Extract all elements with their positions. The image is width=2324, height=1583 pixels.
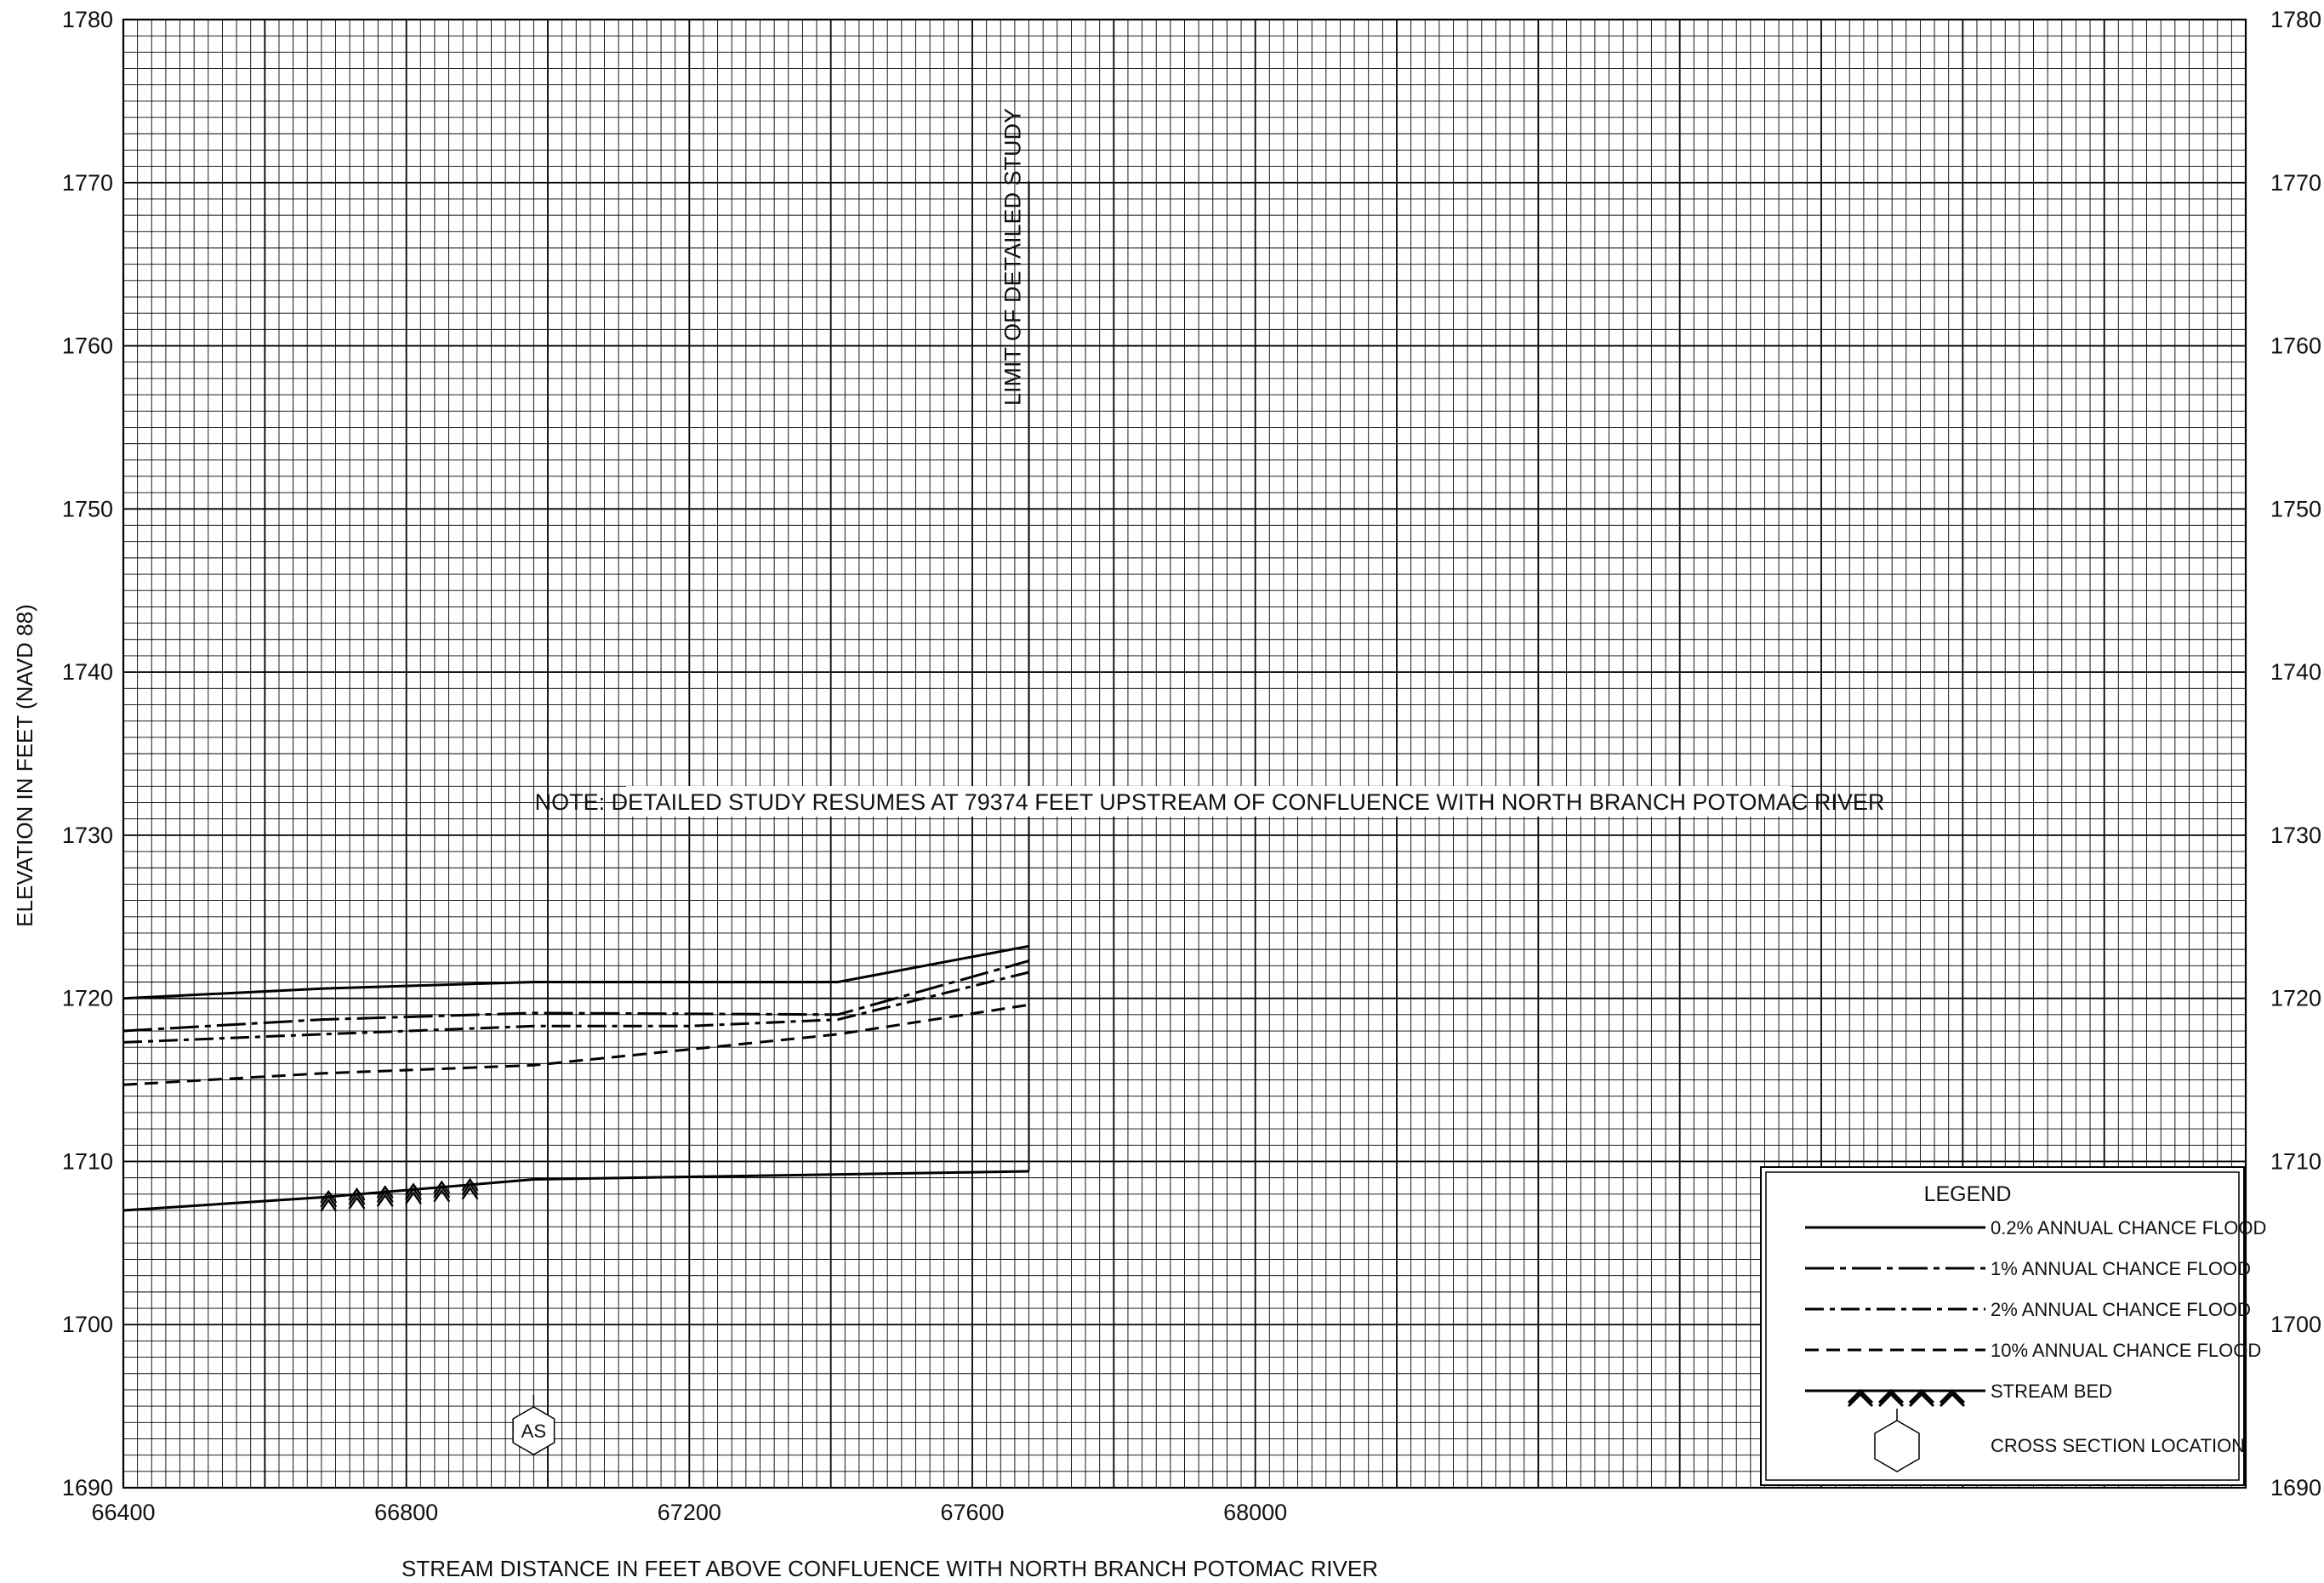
- stream-bed-hatch-mark: [320, 1189, 338, 1204]
- y-tick-labels-right: 1690 1700 1710 1720 1730 1740 1750 1760 1770 1780: [2270, 7, 2321, 1500]
- legend-stream-bed-mark: [1877, 1392, 1905, 1408]
- stream-bed-hatch-mark: [461, 1182, 479, 1196]
- y-tick-label-right: 1750: [2270, 496, 2321, 521]
- stream-bed-hatch-mark: [433, 1184, 451, 1199]
- legend-stream-bed-mark: [1847, 1388, 1874, 1404]
- y-tick-label: 1750: [62, 496, 113, 521]
- series-0-2-annual-chance-flood: [122, 944, 1029, 1000]
- legend-stream-bed-mark: [1908, 1392, 1935, 1408]
- legend-box: [1760, 1166, 2245, 1486]
- y-tick-label: 1710: [62, 1148, 113, 1174]
- stream-bed-hatch-mark: [404, 1191, 422, 1205]
- legend-label: STREAM BED: [1991, 1381, 2112, 1402]
- stream-bed-hatch-mark: [376, 1189, 394, 1203]
- legend: LEGEND 0.2% ANNUAL CHANCE FLOOD 1% ANNUAL …: [1760, 1166, 2266, 1486]
- stream-bed-hatch-mark: [348, 1187, 366, 1201]
- stream-bed-hatch-mark: [320, 1198, 338, 1212]
- stream-bed-hatch-mark: [376, 1185, 394, 1199]
- y-tick-label-right: 1740: [2270, 659, 2321, 685]
- stream-bed-hatch-mark: [348, 1196, 366, 1210]
- y-tick-label-right: 1730: [2270, 823, 2321, 848]
- x-axis-title: STREAM DISTANCE IN FEET ABOVE CONFLUENCE…: [402, 1556, 1378, 1581]
- y-tick-label: 1770: [62, 170, 113, 196]
- x-tick-labels: 66400 66800 67200 67600 68000: [91, 1500, 1287, 1525]
- x-tick-label: 67200: [658, 1500, 721, 1525]
- limit-of-study-marker: LIMIT OF DETAILED STUDY: [1000, 108, 1030, 1171]
- y-tick-label-right: 1710: [2270, 1148, 2321, 1174]
- series-stream-bed: [122, 1170, 1029, 1212]
- cross-section-label: AS: [521, 1421, 546, 1442]
- legend-label: 1% ANNUAL CHANCE FLOOD: [1991, 1258, 2251, 1279]
- stream-bed-hatch-mark: [348, 1192, 366, 1205]
- plot-border: [122, 18, 2247, 1489]
- y-tick-label-right: 1770: [2270, 170, 2321, 196]
- stream-bed-hatch-mark: [376, 1193, 394, 1207]
- stream-bed-hatch-mark: [404, 1187, 422, 1201]
- legend-label: CROSS SECTION LOCATION: [1991, 1435, 2245, 1456]
- y-tick-label-right: 1760: [2270, 333, 2321, 359]
- series-1-annual-chance-flood: [122, 959, 1029, 1033]
- stream-bed-hatch-mark: [320, 1193, 338, 1208]
- legend-stream-bed-mark: [1908, 1388, 1935, 1404]
- note-background: [626, 786, 1791, 817]
- stream-bed-hatch: [320, 1177, 479, 1212]
- limit-of-study-label: LIMIT OF DETAILED STUDY: [1000, 108, 1026, 406]
- legend-label: 10% ANNUAL CHANCE FLOOD: [1991, 1340, 2261, 1361]
- y-tick-label-right: 1700: [2270, 1312, 2321, 1337]
- legend-label: 2% ANNUAL CHANCE FLOOD: [1991, 1299, 2251, 1320]
- y-tick-label: 1760: [62, 333, 113, 359]
- stream-bed-hatch-mark: [461, 1177, 479, 1192]
- y-tick-label-right: 1690: [2270, 1475, 2321, 1500]
- flood-series: [122, 944, 1029, 1212]
- legend-stream-bed-mark: [1939, 1392, 1966, 1408]
- legend-hexagon-icon: [1874, 1420, 1920, 1472]
- y-tick-label-right: 1720: [2270, 986, 2321, 1011]
- stream-bed-hatch-mark: [404, 1182, 422, 1197]
- y-tick-labels-left: 1690 1700 1710 1720 1730 1740 1750 1760 1770 1780: [62, 7, 113, 1500]
- stream-bed-hatch-mark: [433, 1188, 451, 1203]
- y-tick-label: 1720: [62, 986, 113, 1011]
- legend-title: LEGEND: [1924, 1182, 2012, 1206]
- legend-stream-bed-mark: [1847, 1392, 1874, 1408]
- y-axis-title: ELEVATION IN FEET (NAVD 88): [12, 604, 37, 927]
- y-tick-label: 1730: [62, 823, 113, 848]
- x-tick-label: 68000: [1223, 1500, 1287, 1525]
- legend-stream-bed-mark: [1939, 1388, 1966, 1404]
- x-tick-label: 66400: [91, 1500, 155, 1525]
- cross-section-markers: AS: [512, 1395, 555, 1455]
- stream-bed-hatch-mark: [433, 1180, 451, 1194]
- y-tick-label: 1690: [62, 1475, 113, 1500]
- y-tick-label: 1780: [62, 7, 113, 32]
- x-tick-label: 66800: [374, 1500, 438, 1525]
- y-tick-label-right: 1780: [2270, 7, 2321, 32]
- legend-stream-bed-mark: [1877, 1388, 1905, 1404]
- legend-label: 0.2% ANNUAL CHANCE FLOOD: [1991, 1217, 2266, 1238]
- series-10-annual-chance-flood: [122, 1003, 1029, 1086]
- cross-section-hexagon: [512, 1406, 555, 1455]
- stream-bed-hatch-mark: [461, 1186, 479, 1200]
- legend-inner-border: [1765, 1171, 2240, 1481]
- x-tick-label: 67600: [940, 1500, 1004, 1525]
- y-tick-label: 1700: [62, 1312, 113, 1337]
- y-tick-label: 1740: [62, 659, 113, 685]
- study-resumes-note: NOTE: DETAILED STUDY RESUMES AT 79374 FE…: [535, 789, 1885, 815]
